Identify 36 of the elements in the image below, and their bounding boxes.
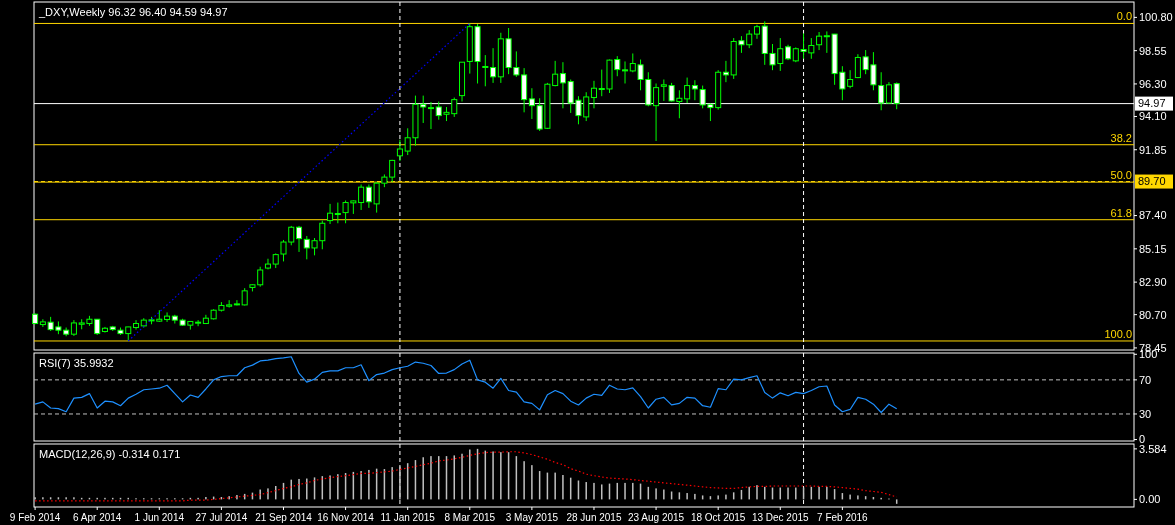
y-tick-label: 30	[1139, 407, 1152, 420]
y-tick-label: 70	[1139, 373, 1152, 386]
x-tick-label: 21 Sep 2014	[255, 512, 313, 523]
chart-title: MACD(12,26,9) -0.314 0.171	[39, 448, 181, 460]
x-tick-label: 7 Feb 2016	[817, 512, 869, 523]
x-tick-label: 13 Dec 2015	[751, 512, 810, 523]
annotation: 50.0	[1110, 169, 1132, 182]
x-tick-label: 9 Feb 2014	[9, 512, 61, 523]
x-tick-label: 1 Jun 2014	[134, 512, 185, 523]
annotation: 100.0	[1104, 327, 1132, 340]
chart-title: RSI(7) 35.9932	[39, 357, 114, 369]
x-tick-label: 8 Mar 2015	[444, 512, 496, 523]
x-tick-label: 23 Aug 2015	[627, 512, 685, 523]
x-tick-label: 3 May 2015	[505, 512, 559, 523]
x-tick-label: 11 Jan 2015	[380, 512, 436, 523]
x-tick-label: 6 Apr 2014	[73, 512, 122, 523]
ref-line-label: 89.70	[1138, 175, 1166, 188]
y-tick-label: 82.90	[1139, 275, 1167, 288]
y-tick-label: 100.80	[1139, 11, 1173, 24]
chart-title: _DXY,Weekly 96.32 96.40 94.59 94.97	[38, 6, 228, 18]
annotation: 0.0	[1116, 10, 1132, 23]
annotation: 38.2	[1110, 131, 1132, 144]
x-tick-label: 16 Nov 2014	[317, 512, 375, 523]
y-tick-label: 80.70	[1139, 308, 1167, 321]
x-tick-label: 18 Oct 2015	[690, 512, 746, 523]
x-tick-label: 27 Jul 2014	[195, 512, 248, 523]
annotation: 61.8	[1110, 206, 1132, 219]
y-tick-label: 0.00	[1139, 493, 1161, 506]
y-tick-label: 87.40	[1139, 209, 1167, 222]
y-tick-label: 85.15	[1139, 242, 1167, 255]
ref-line-label: 94.97	[1138, 97, 1166, 110]
y-tick-label: 94.10	[1139, 110, 1167, 123]
y-tick-label: 96.30	[1139, 77, 1167, 90]
y-tick-label: 98.55	[1139, 44, 1167, 57]
x-tick-label: 28 Jun 2015	[566, 512, 622, 523]
y-tick-label: 91.85	[1139, 143, 1167, 156]
